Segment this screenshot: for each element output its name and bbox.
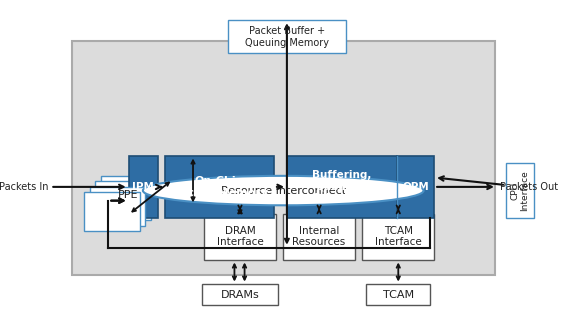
Bar — [283, 214, 355, 260]
Bar — [85, 192, 140, 231]
Text: Internal
Resources: Internal Resources — [293, 226, 346, 247]
Bar — [506, 163, 534, 218]
Bar — [366, 284, 431, 305]
Text: PPE: PPE — [118, 190, 139, 200]
Text: Buffering,
Queuing,
Scheduler: Buffering, Queuing, Scheduler — [312, 170, 372, 203]
Text: CPU
Interface: CPU Interface — [510, 170, 530, 211]
Text: IPM: IPM — [132, 182, 154, 192]
Text: TCAM
Interface: TCAM Interface — [375, 226, 421, 247]
Bar — [397, 156, 434, 218]
Ellipse shape — [143, 176, 424, 205]
Text: OPM: OPM — [402, 182, 429, 192]
Bar — [202, 284, 278, 305]
Text: Resource Interconnect: Resource Interconnect — [221, 186, 346, 196]
Text: TCAM: TCAM — [383, 290, 414, 300]
Text: Packet Buffer +
Queuing Memory: Packet Buffer + Queuing Memory — [245, 26, 329, 48]
Bar — [90, 187, 145, 226]
Bar — [129, 156, 158, 218]
Text: Packets Out: Packets Out — [500, 182, 558, 192]
Text: On-Chip
Packet Memory: On-Chip Packet Memory — [172, 176, 268, 198]
Bar — [362, 214, 434, 260]
Bar — [101, 176, 156, 214]
Bar — [95, 181, 151, 220]
Text: Packets In: Packets In — [0, 182, 48, 192]
Text: DRAMs: DRAMs — [221, 290, 259, 300]
Bar — [287, 156, 397, 218]
Bar — [228, 20, 346, 53]
Bar — [166, 156, 274, 218]
Text: DRAM
Interface: DRAM Interface — [217, 226, 263, 247]
Bar — [71, 41, 495, 275]
Bar — [204, 214, 276, 260]
